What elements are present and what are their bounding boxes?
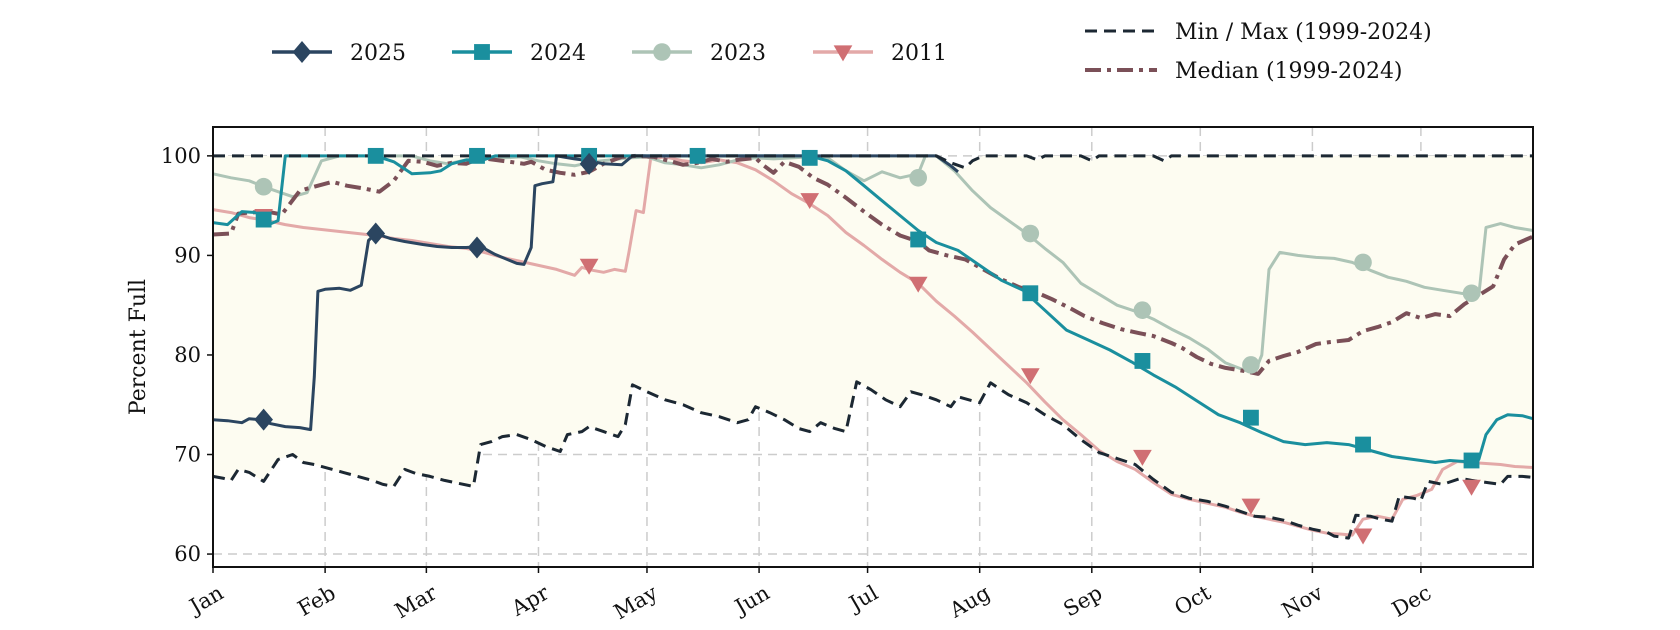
legend-label-2024: 2024 (530, 41, 586, 66)
x-axis: Jan Feb Mar Apr May Jun Jul Aug Sep Oct Nov Dec (184, 567, 1435, 624)
min-max-band-fill (213, 155, 1533, 539)
legend: 2025 2024 2023 2011 Min / Max (1999-2024) Med… (272, 20, 1432, 84)
marker-2024-7 (1022, 285, 1039, 302)
y-tick-label-60: 60 (174, 542, 201, 566)
marker-2024-1 (367, 147, 384, 164)
marker-2011-8 (1462, 479, 1481, 496)
x-tick-label-nov: Nov (1278, 580, 1327, 622)
marker-2025-0 (254, 408, 273, 431)
x-tick-label-sep: Sep (1059, 581, 1106, 622)
legend-marker-2024 (474, 44, 490, 60)
y-tick-label-90: 90 (174, 243, 201, 267)
marker-2023-5 (1354, 253, 1372, 272)
y-axis-title: Percent Full (126, 279, 151, 415)
x-tick-label-apr: Apr (507, 580, 554, 621)
marker-2011-4 (1020, 368, 1040, 385)
y-axis: 60 70 80 90 100 (161, 144, 213, 566)
marker-2025-2 (467, 236, 487, 259)
marker-2011-6 (1241, 498, 1261, 515)
marker-2023-0 (254, 177, 273, 196)
marker-2024-11 (1463, 452, 1480, 469)
legend-marker-2011 (833, 45, 853, 62)
marker-2025-3 (579, 152, 599, 175)
marker-2024-9 (1242, 409, 1259, 426)
marker-2023-1 (909, 168, 928, 187)
y-tick-label-70: 70 (174, 443, 201, 467)
y-tick-label-100: 100 (161, 144, 201, 168)
legend-label-max: Min / Max (1999-2024) (1175, 20, 1432, 45)
marker-2023-3 (1133, 301, 1152, 319)
marker-2011-7 (1353, 528, 1373, 545)
x-tick-label-jan: Jan (184, 581, 228, 620)
y-tick-label-80: 80 (174, 343, 201, 367)
marker-2024-8 (1134, 353, 1151, 369)
legend-label-2025: 2025 (350, 41, 406, 66)
series-line-2023 (212, 154, 1534, 375)
marker-2011-1 (579, 258, 599, 275)
marker-2024-6 (910, 231, 927, 248)
x-tick-label-jul: Jul (844, 580, 883, 616)
marker-2011-3 (908, 276, 928, 293)
plot-frame (212, 126, 1534, 568)
x-tick-label-feb: Feb (294, 581, 340, 621)
marker-2025-1 (366, 222, 386, 245)
marker-2024-4 (689, 147, 706, 164)
series-line-min (212, 380, 1534, 540)
legend-label-2023: 2023 (710, 41, 766, 66)
marker-2023-2 (1021, 224, 1040, 243)
marker-2011-5 (1133, 449, 1152, 466)
x-tick-label-mar: Mar (391, 580, 442, 623)
series-markers (254, 147, 1481, 545)
series-lines (212, 153, 1534, 540)
series-line-max (213, 154, 1533, 170)
marker-2023-4 (1242, 356, 1260, 374)
marker-2024-0 (255, 211, 272, 228)
marker-2011-2 (800, 193, 820, 210)
marker-2024-2 (469, 147, 485, 164)
plot-area (212, 126, 1534, 568)
marker-2024-5 (801, 149, 818, 166)
legend-marker-2023 (653, 43, 671, 61)
x-tick-label-oct: Oct (1170, 580, 1215, 620)
legend-label-median: Median (1999-2024) (1175, 59, 1403, 84)
legend-marker-2025 (292, 41, 312, 63)
marker-2024-10 (1355, 436, 1371, 453)
x-tick-label-dec: Dec (1388, 581, 1436, 622)
x-tick-label-jun: Jun (729, 581, 773, 621)
x-tick-label-aug: Aug (945, 581, 994, 623)
marker-2023-6 (1462, 284, 1481, 303)
series-line-median (212, 153, 1534, 376)
x-tick-label-may: May (610, 580, 662, 624)
legend-label-2011: 2011 (891, 41, 947, 66)
